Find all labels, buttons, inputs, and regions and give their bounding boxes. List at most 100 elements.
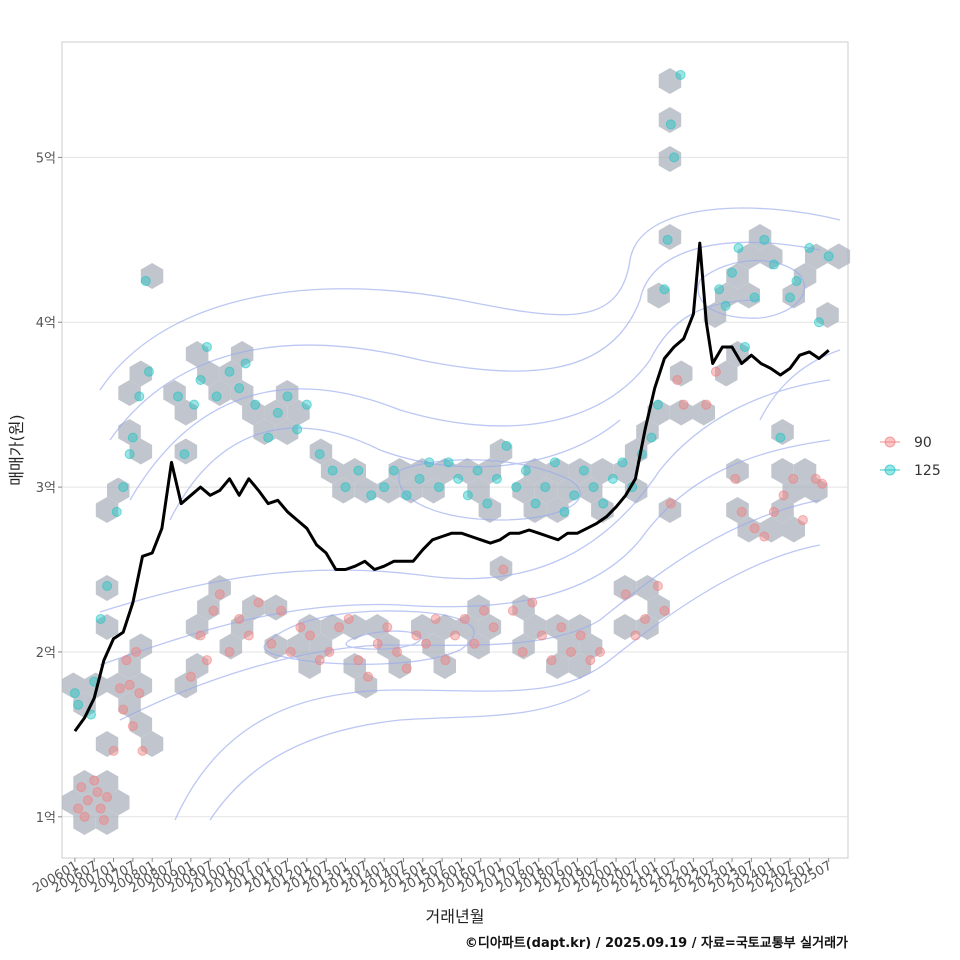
density-contour-layer bbox=[99, 207, 841, 821]
hexbin bbox=[140, 731, 164, 757]
scatter-point-125 bbox=[172, 391, 183, 402]
scatter-point-125 bbox=[366, 490, 377, 501]
y-tick-label: 3억 bbox=[36, 481, 56, 496]
density-contour bbox=[99, 379, 831, 613]
scatter-point-125 bbox=[453, 473, 464, 484]
y-axis: 1억 2억 3억 4억 5억 bbox=[36, 151, 62, 826]
hexbin bbox=[197, 594, 220, 621]
scatter-point-90 bbox=[305, 630, 316, 641]
scatter-point-125 bbox=[578, 465, 589, 476]
density-contour bbox=[99, 207, 841, 391]
hexbin bbox=[489, 438, 513, 465]
scatter-point-90 bbox=[620, 589, 631, 600]
scatter-point-90 bbox=[797, 515, 808, 526]
hexbin bbox=[129, 438, 153, 465]
hexbin bbox=[669, 399, 693, 426]
y-axis-title: 매매가(원) bbox=[7, 414, 26, 485]
hexbin bbox=[377, 633, 400, 660]
hexbin bbox=[95, 614, 119, 640]
scatter-point-125 bbox=[652, 399, 663, 410]
scatter-point-90 bbox=[730, 473, 741, 484]
scatter-point-90 bbox=[102, 792, 113, 803]
legend-item: 125 bbox=[880, 463, 941, 479]
scatter-point-125 bbox=[662, 234, 673, 245]
legend-label: 90 bbox=[914, 435, 932, 451]
hexbin bbox=[523, 614, 547, 640]
hexbin bbox=[816, 302, 839, 328]
density-contour bbox=[759, 349, 841, 421]
hexbin bbox=[748, 224, 772, 250]
hexbin-layer bbox=[62, 68, 851, 835]
legend-key-point bbox=[884, 464, 896, 476]
hexbin bbox=[793, 458, 817, 484]
scatter-point-125 bbox=[520, 465, 531, 476]
scatter-point-90 bbox=[585, 655, 596, 666]
hexbin bbox=[433, 653, 456, 679]
scatter-point-125 bbox=[472, 465, 483, 476]
hexbin bbox=[726, 263, 749, 289]
hexbin bbox=[95, 731, 119, 757]
scatter-point-125 bbox=[775, 432, 786, 443]
scatter-point-125 bbox=[804, 243, 815, 254]
hexbin bbox=[726, 458, 749, 484]
scatter-point-90 bbox=[478, 605, 489, 616]
hexbin bbox=[230, 614, 254, 640]
hexbin bbox=[343, 653, 366, 679]
scatter-point-90 bbox=[73, 803, 84, 814]
hexbin bbox=[669, 360, 693, 387]
scatter-point-90 bbox=[276, 605, 287, 616]
density-contour bbox=[263, 610, 475, 665]
scatter-point-90 bbox=[678, 399, 689, 410]
scatter-point-90 bbox=[788, 473, 799, 484]
hexbin bbox=[512, 594, 535, 621]
hexbin bbox=[275, 419, 299, 445]
scatter-point-125 bbox=[549, 457, 560, 468]
legend-label: 125 bbox=[914, 463, 941, 479]
scatter-point-90 bbox=[659, 605, 670, 616]
scatter-point-90 bbox=[108, 745, 119, 756]
hexbin bbox=[534, 477, 558, 504]
x-axis: 2006012006072007012007072008012008072009… bbox=[30, 858, 835, 896]
scatter-point-125 bbox=[511, 482, 522, 493]
scatter-point-90 bbox=[234, 613, 245, 624]
scatter-point-125 bbox=[669, 152, 680, 163]
hexbin bbox=[805, 243, 828, 270]
scatter-point-125 bbox=[95, 613, 106, 624]
hexbin bbox=[107, 789, 130, 816]
scatter-point-90 bbox=[488, 622, 499, 633]
hexbin bbox=[107, 477, 130, 504]
hexbin bbox=[62, 789, 85, 816]
hexbin bbox=[399, 477, 423, 504]
scatter-point-125 bbox=[424, 457, 435, 468]
scatter-point-90 bbox=[440, 655, 451, 666]
scatter-point-90 bbox=[243, 630, 254, 641]
density-contour bbox=[697, 259, 806, 319]
scatter-point-90 bbox=[95, 803, 106, 814]
hexbin bbox=[805, 477, 828, 504]
hexbin bbox=[174, 399, 198, 426]
hexbin bbox=[613, 458, 637, 484]
scatter-point-90 bbox=[76, 782, 87, 793]
scatter-point-90 bbox=[507, 605, 518, 616]
scatter-point-90 bbox=[575, 630, 586, 641]
scatter-point-90 bbox=[334, 622, 345, 633]
hexbin bbox=[73, 809, 96, 835]
scatter-point-90 bbox=[295, 622, 306, 633]
scatter-point-125 bbox=[201, 341, 212, 352]
hexbin bbox=[715, 360, 738, 387]
hexbin bbox=[275, 380, 299, 406]
y-tick-label: 4억 bbox=[36, 316, 56, 331]
hexbin bbox=[456, 458, 479, 484]
hexbin bbox=[793, 263, 817, 289]
hexbin bbox=[377, 477, 400, 504]
hexbin bbox=[118, 692, 141, 718]
scatter-point-90 bbox=[372, 638, 383, 649]
hexbin bbox=[523, 458, 547, 484]
scatter-point-90 bbox=[121, 655, 132, 666]
hexbin bbox=[771, 419, 794, 445]
scatter-point-90 bbox=[546, 655, 557, 666]
scatter-point-90 bbox=[195, 630, 206, 641]
hexbin bbox=[737, 243, 760, 270]
scatter-point-125 bbox=[646, 432, 657, 443]
hexbin bbox=[760, 516, 783, 543]
